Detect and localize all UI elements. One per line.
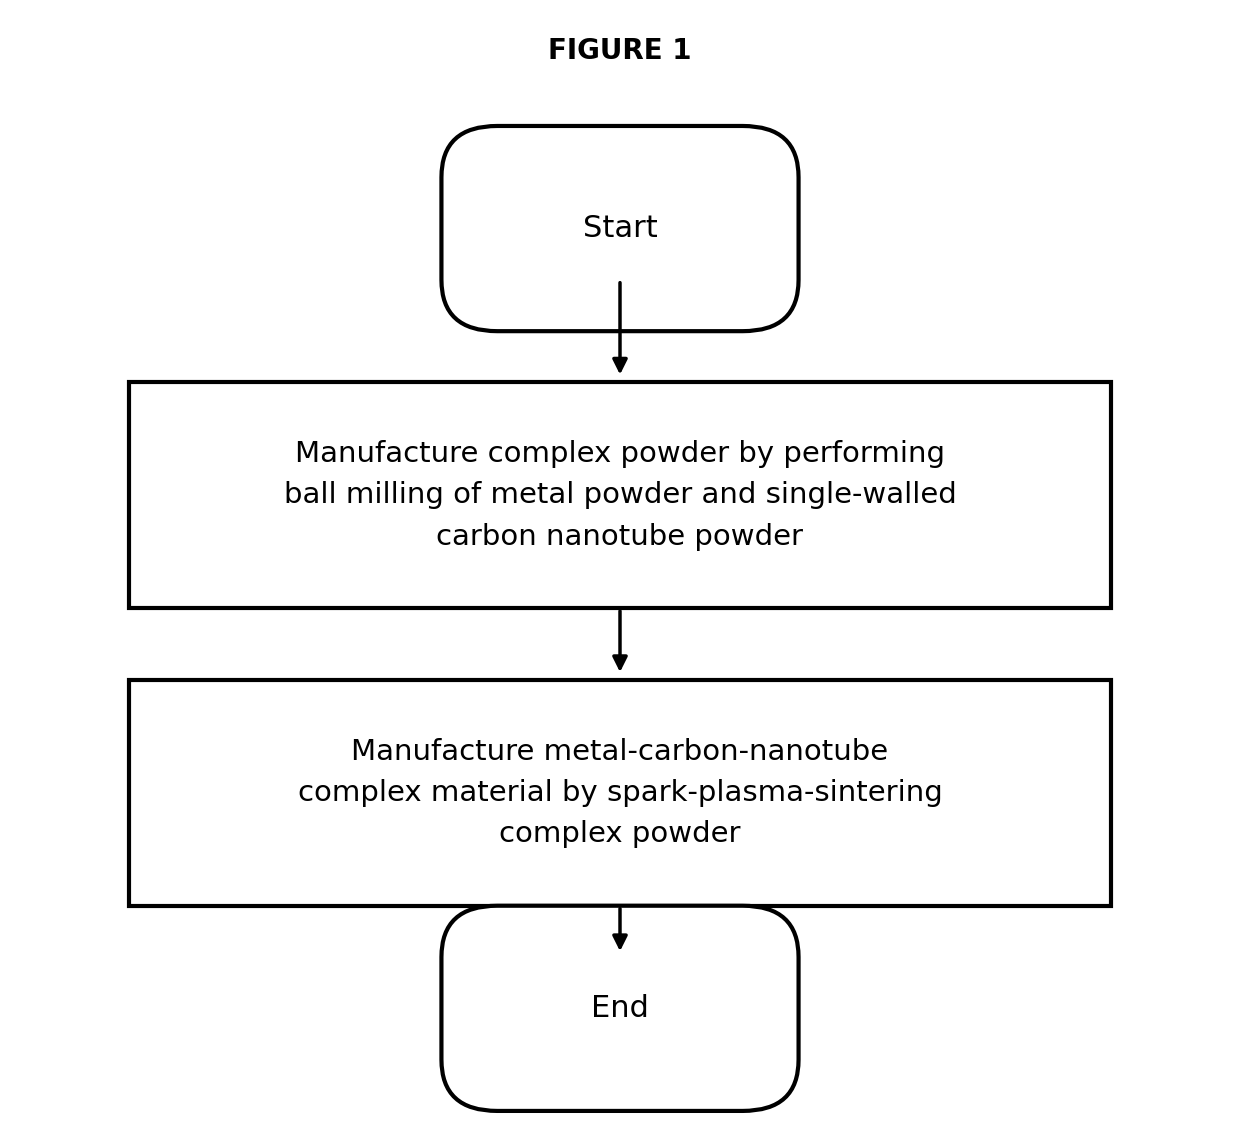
Text: Start: Start [583,214,657,243]
FancyBboxPatch shape [129,383,1111,608]
Text: Manufacture complex powder by performing
ball milling of metal powder and single: Manufacture complex powder by performing… [284,440,956,551]
FancyBboxPatch shape [129,679,1111,905]
Text: End: End [591,994,649,1023]
FancyBboxPatch shape [441,127,799,332]
Text: FIGURE 1: FIGURE 1 [548,38,692,65]
Text: Manufacture metal-carbon-nanotube
complex material by spark-plasma-sintering
com: Manufacture metal-carbon-nanotube comple… [298,738,942,848]
FancyBboxPatch shape [441,905,799,1110]
